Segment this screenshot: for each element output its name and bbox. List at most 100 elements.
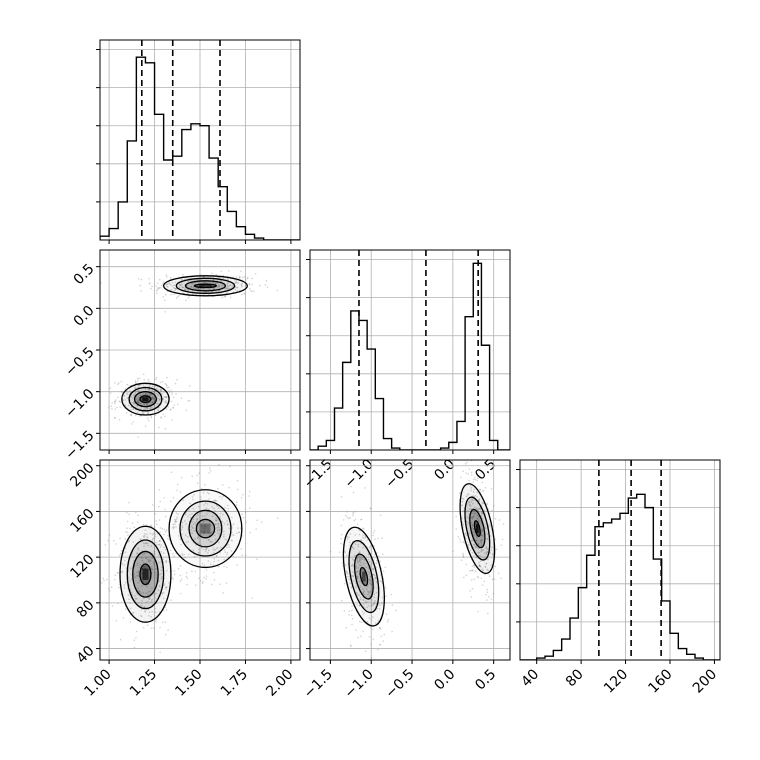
sample-point bbox=[486, 599, 488, 601]
sample-point bbox=[481, 529, 483, 531]
sample-point bbox=[114, 399, 117, 401]
sample-point bbox=[193, 494, 195, 496]
sample-point bbox=[471, 518, 474, 520]
sample-point bbox=[165, 586, 168, 588]
sample-point bbox=[363, 573, 365, 575]
sample-point bbox=[203, 530, 206, 533]
sample-point bbox=[142, 373, 145, 376]
sample-point bbox=[476, 491, 478, 494]
sample-point bbox=[221, 284, 224, 287]
sample-point bbox=[148, 559, 151, 561]
sample-point bbox=[203, 527, 206, 530]
sample-point bbox=[472, 481, 474, 483]
panel-hist-z: 40 80 120 160 200 bbox=[516, 459, 721, 697]
sample-point bbox=[369, 579, 371, 581]
sample-point bbox=[213, 552, 215, 554]
sample-point bbox=[371, 584, 373, 586]
sample-point bbox=[153, 550, 155, 553]
sample-point bbox=[476, 547, 479, 549]
sample-point bbox=[176, 295, 179, 298]
sample-point bbox=[214, 500, 216, 502]
sample-point bbox=[116, 406, 118, 409]
sample-point bbox=[232, 276, 234, 278]
sample-point bbox=[217, 286, 219, 288]
sample-point bbox=[468, 532, 470, 534]
sample-point bbox=[352, 565, 355, 567]
sample-point bbox=[165, 401, 167, 403]
sample-point bbox=[360, 561, 362, 564]
sample-point bbox=[359, 554, 362, 557]
sample-point bbox=[126, 527, 128, 529]
sample-point bbox=[123, 584, 126, 586]
sample-point bbox=[218, 526, 221, 528]
sample-point bbox=[462, 556, 465, 559]
sample-point bbox=[107, 539, 110, 542]
sample-point bbox=[142, 411, 144, 413]
sample-point bbox=[219, 293, 222, 295]
sample-point bbox=[260, 521, 263, 523]
sample-point bbox=[181, 533, 183, 535]
sample-point bbox=[380, 635, 383, 638]
sample-point bbox=[166, 285, 168, 288]
sample-point bbox=[154, 533, 157, 536]
sample-point bbox=[151, 534, 154, 536]
sample-point bbox=[185, 409, 188, 412]
sample-point bbox=[479, 507, 481, 510]
density-peak bbox=[476, 524, 479, 533]
sample-point bbox=[192, 523, 195, 525]
sample-point bbox=[469, 505, 472, 508]
sample-point bbox=[181, 283, 183, 286]
sample-point bbox=[187, 280, 189, 283]
sample-point bbox=[472, 528, 475, 530]
sample-point bbox=[118, 419, 121, 421]
sample-point bbox=[127, 384, 129, 386]
sample-point bbox=[149, 560, 151, 563]
sample-point bbox=[212, 288, 215, 291]
sample-point bbox=[133, 402, 135, 405]
sample-point bbox=[485, 553, 488, 555]
sample-point bbox=[226, 523, 229, 525]
sample-point bbox=[197, 287, 199, 290]
sample-point bbox=[161, 392, 163, 395]
contour-line bbox=[128, 386, 163, 412]
sample-point bbox=[155, 544, 158, 546]
sample-point bbox=[150, 416, 153, 419]
sample-point bbox=[374, 599, 377, 602]
sample-point bbox=[236, 527, 239, 529]
sample-point bbox=[145, 403, 148, 405]
sample-point bbox=[471, 565, 474, 568]
sample-point bbox=[190, 286, 193, 288]
sample-point bbox=[214, 548, 217, 551]
sample-point bbox=[150, 415, 152, 417]
sample-point bbox=[249, 287, 251, 290]
sample-point bbox=[485, 563, 488, 565]
sample-point bbox=[150, 407, 152, 409]
sample-point bbox=[356, 571, 359, 573]
sample-point bbox=[151, 401, 154, 404]
sample-point bbox=[141, 602, 143, 605]
sample-point bbox=[474, 512, 476, 515]
sample-point bbox=[371, 599, 374, 601]
sample-point bbox=[462, 522, 464, 524]
sample-point bbox=[204, 515, 206, 517]
sample-point bbox=[187, 400, 189, 402]
sample-point bbox=[118, 554, 121, 557]
sample-point bbox=[360, 597, 362, 599]
sample-point bbox=[244, 293, 246, 295]
sample-point bbox=[175, 288, 177, 290]
sample-point bbox=[356, 557, 359, 559]
sample-point bbox=[460, 559, 463, 561]
sample-point bbox=[168, 282, 170, 284]
sample-point bbox=[358, 560, 361, 563]
sample-point bbox=[133, 639, 135, 641]
sample-point bbox=[232, 534, 235, 536]
sample-point bbox=[384, 587, 387, 589]
sample-point bbox=[214, 519, 217, 521]
sample-point bbox=[373, 529, 376, 532]
sample-point bbox=[481, 502, 484, 505]
sample-point bbox=[340, 542, 342, 545]
sample-point bbox=[369, 545, 372, 547]
y-tick-label: −1.0 bbox=[62, 386, 97, 421]
sample-point bbox=[475, 556, 477, 558]
sample-point bbox=[477, 576, 480, 579]
